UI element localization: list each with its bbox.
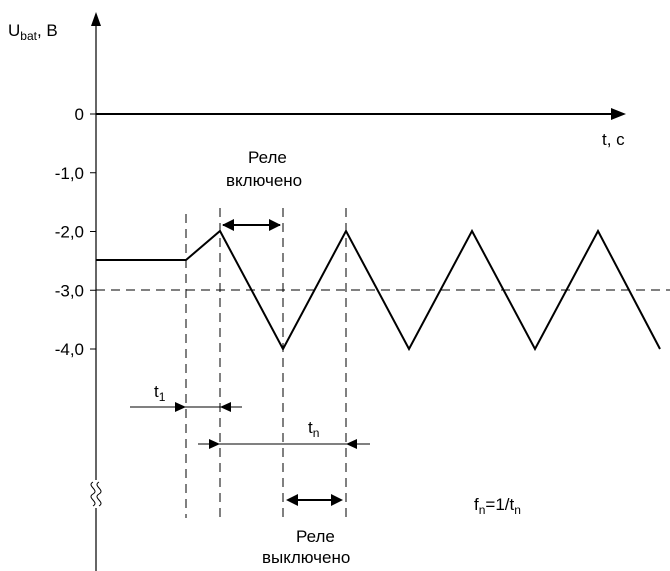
- relay-off-arrow-left-icon: [286, 494, 298, 506]
- y-tick-label-0: 0: [75, 105, 84, 124]
- relay-off-arrow-right-icon: [331, 494, 343, 506]
- relay-on-label-line1: Реле: [248, 148, 287, 167]
- voltage-waveform: [96, 228, 661, 352]
- relay-on-arrow-right-icon: [269, 219, 281, 231]
- y-tick-label-1: -1,0: [55, 164, 84, 183]
- tn-label: tn: [308, 418, 319, 440]
- y-tick-label-3: -3,0: [55, 281, 84, 300]
- y-ticks: 0 -1,0 -2,0 -3,0 -4,0: [55, 105, 96, 359]
- relay-off-label-line2: выключено: [262, 548, 350, 567]
- relay-off-label-line1: Реле: [296, 527, 335, 546]
- y-tick-label-2: -2,0: [55, 223, 84, 242]
- y-tick-label-4: -4,0: [55, 340, 84, 359]
- relay-on-arrow-left-icon: [222, 219, 234, 231]
- relay-on-label-line2: включено: [226, 171, 302, 190]
- tn-arrow-right-icon: [346, 439, 357, 449]
- t1-arrow-right-icon: [220, 402, 231, 412]
- y-axis-arrow-icon: [91, 12, 101, 26]
- time-axis-arrow-icon: [611, 108, 626, 120]
- t1-arrow-left-icon: [175, 402, 186, 412]
- frequency-formula: fn=1/tn: [474, 495, 521, 517]
- y-axis-label: Ubat, В: [8, 21, 58, 43]
- tn-arrow-left-icon: [209, 439, 220, 449]
- time-axis-label: t, с: [602, 130, 625, 149]
- t1-label: t1: [154, 382, 166, 404]
- axis-break-icon: [90, 481, 102, 507]
